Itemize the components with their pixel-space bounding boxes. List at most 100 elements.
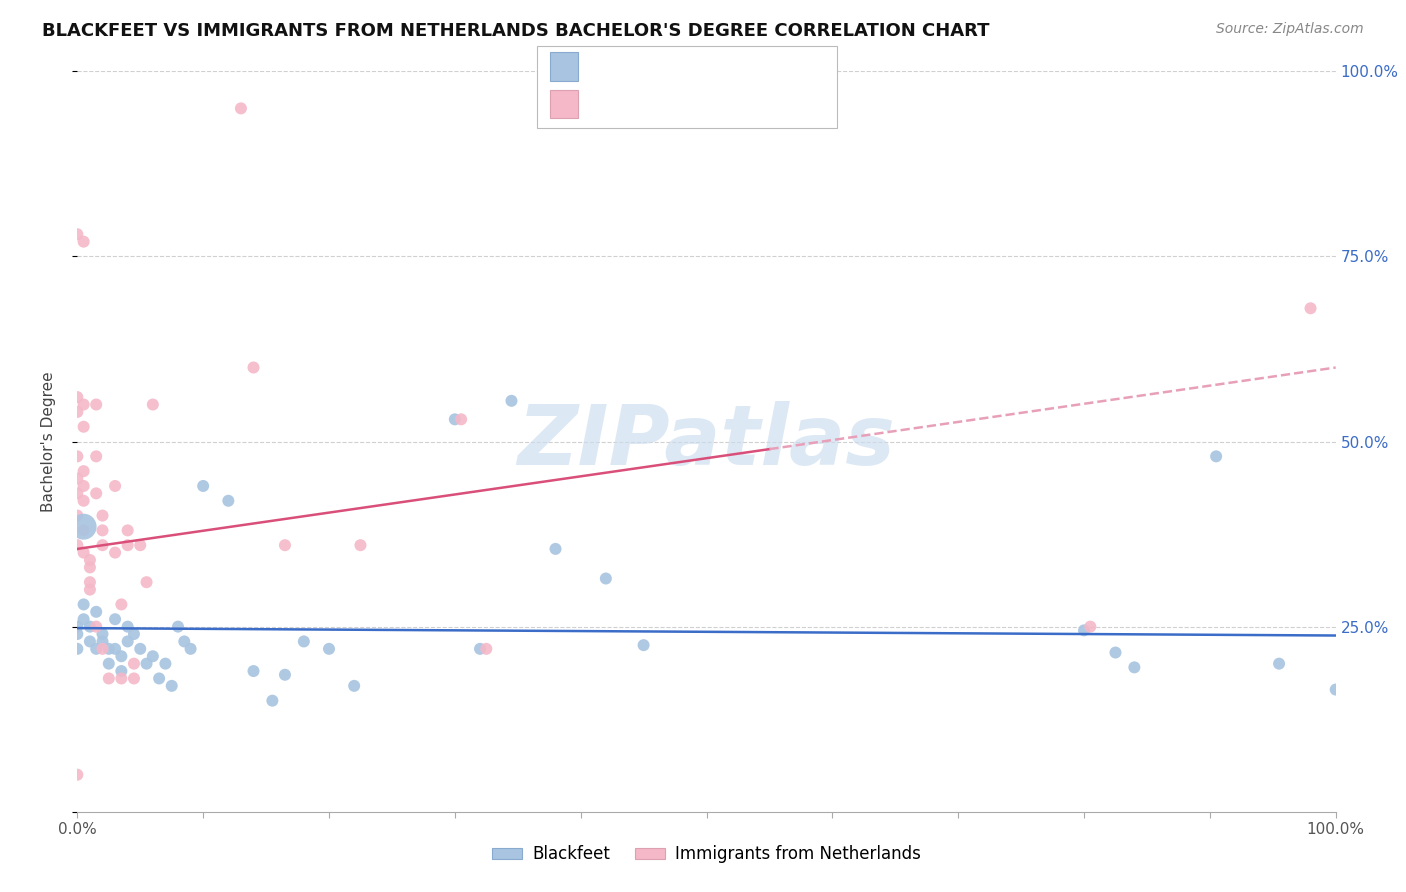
Point — [72, 546, 94, 560]
Point — [91, 524, 114, 538]
Point — [91, 634, 114, 648]
Point — [72, 464, 94, 478]
Point — [217, 493, 239, 508]
Point — [110, 672, 132, 686]
Point — [292, 634, 315, 648]
Point — [72, 598, 94, 612]
Point — [242, 664, 264, 678]
Point — [1268, 657, 1291, 671]
Point — [274, 538, 297, 552]
Point — [72, 612, 94, 626]
Point — [104, 641, 127, 656]
Point — [66, 538, 89, 552]
Point — [91, 538, 114, 552]
Point — [229, 102, 252, 116]
Point — [79, 582, 101, 597]
Bar — [550, 89, 578, 119]
Point — [148, 672, 170, 686]
Point — [104, 612, 127, 626]
Legend: Blackfeet, Immigrants from Netherlands: Blackfeet, Immigrants from Netherlands — [485, 838, 928, 870]
Text: 0.081: 0.081 — [627, 95, 683, 113]
Point — [167, 619, 190, 633]
Point — [79, 553, 101, 567]
Point — [66, 627, 89, 641]
Point — [444, 412, 467, 426]
Point — [1104, 646, 1126, 660]
Point — [129, 538, 152, 552]
Point — [84, 619, 107, 633]
Text: R =: R = — [591, 58, 628, 76]
Point — [1078, 619, 1101, 633]
Point — [475, 641, 498, 656]
Point — [66, 390, 89, 404]
Point — [160, 679, 183, 693]
Point — [155, 657, 177, 671]
Point — [66, 641, 89, 656]
Y-axis label: Bachelor's Degree: Bachelor's Degree — [42, 371, 56, 512]
Point — [1123, 660, 1146, 674]
Text: R =: R = — [591, 95, 628, 113]
Point — [97, 657, 120, 671]
Point — [117, 538, 139, 552]
Point — [91, 508, 114, 523]
Point — [343, 679, 366, 693]
Point — [1073, 624, 1095, 638]
Point — [595, 572, 617, 586]
Point — [173, 634, 195, 648]
Point — [66, 450, 89, 464]
Point — [468, 641, 491, 656]
Point — [66, 405, 89, 419]
Point — [91, 627, 114, 641]
Point — [72, 235, 94, 249]
Point — [1324, 682, 1347, 697]
Point — [142, 649, 165, 664]
FancyBboxPatch shape — [537, 46, 838, 128]
Point — [117, 524, 139, 538]
Point — [544, 541, 567, 556]
Point — [129, 641, 152, 656]
Text: N =: N = — [720, 95, 759, 113]
Point — [79, 560, 101, 574]
Point — [79, 634, 101, 648]
Point — [110, 649, 132, 664]
Point — [450, 412, 472, 426]
Point — [1299, 301, 1322, 316]
Point — [66, 508, 89, 523]
Point — [117, 619, 139, 633]
Point — [104, 546, 127, 560]
Point — [84, 605, 107, 619]
Text: Source: ZipAtlas.com: Source: ZipAtlas.com — [1216, 22, 1364, 37]
Point — [72, 524, 94, 538]
Point — [135, 575, 157, 590]
Point — [72, 479, 94, 493]
Point — [84, 486, 107, 500]
Point — [110, 664, 132, 678]
Point — [84, 641, 107, 656]
Point — [66, 471, 89, 485]
Point — [84, 450, 107, 464]
Text: BLACKFEET VS IMMIGRANTS FROM NETHERLANDS BACHELOR'S DEGREE CORRELATION CHART: BLACKFEET VS IMMIGRANTS FROM NETHERLANDS… — [42, 22, 990, 40]
Point — [66, 486, 89, 500]
Text: -0.019: -0.019 — [627, 58, 685, 76]
Point — [66, 619, 89, 633]
Point — [122, 627, 145, 641]
Point — [117, 634, 139, 648]
Point — [97, 641, 120, 656]
Point — [122, 672, 145, 686]
Point — [122, 657, 145, 671]
Point — [66, 227, 89, 242]
Point — [135, 657, 157, 671]
Point — [242, 360, 264, 375]
Bar — [550, 53, 578, 81]
Point — [180, 641, 202, 656]
Point — [72, 397, 94, 411]
Point — [142, 397, 165, 411]
Point — [110, 598, 132, 612]
Point — [79, 575, 101, 590]
Point — [501, 393, 523, 408]
Point — [72, 419, 94, 434]
Point — [104, 479, 127, 493]
Point — [66, 767, 89, 781]
Point — [97, 672, 120, 686]
Point — [274, 667, 297, 681]
